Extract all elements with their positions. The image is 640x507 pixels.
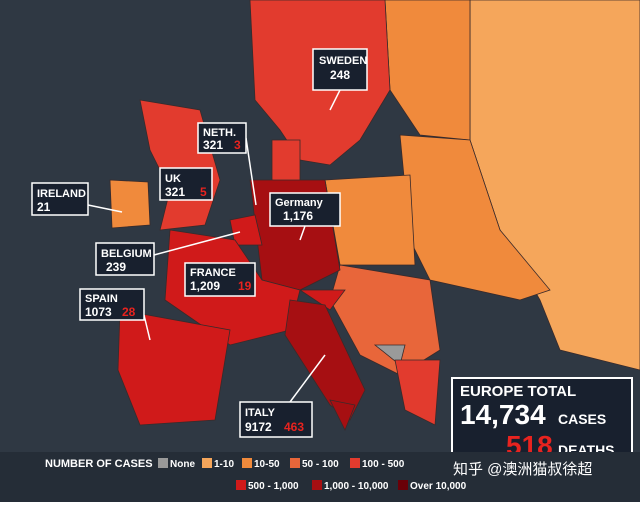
country-name: SWEDEN [319, 55, 367, 67]
legend-swatch [398, 480, 408, 490]
total-title: EUROPE TOTAL [460, 383, 576, 400]
callout-box [269, 192, 341, 227]
legend-label: Over 10,000 [410, 481, 467, 492]
legend-swatch [158, 458, 168, 468]
country-name: ITALY [245, 407, 276, 419]
cases-label: CASES [558, 411, 606, 427]
cases: 1,176 [283, 209, 313, 223]
legend: None 1-10 10-50 50 - 100 100 - 500 500 - 1,00… [158, 458, 467, 492]
country-name: Germany [275, 197, 324, 209]
country-name: UK [165, 173, 181, 185]
country-name: BELGIUM [101, 248, 152, 260]
legend-swatch [242, 458, 252, 468]
legend-bg [0, 452, 640, 502]
cases: 321 [203, 138, 223, 152]
callout-box [159, 167, 213, 201]
legend-swatch [350, 458, 360, 468]
country-name: SPAIN [85, 293, 118, 305]
total-cases: 14,734 [460, 399, 546, 430]
cases: 9172 [245, 420, 272, 434]
cases: 21 [37, 200, 51, 214]
deaths: 28 [122, 305, 136, 319]
deaths: 5 [200, 185, 207, 199]
total-box [451, 377, 633, 463]
legend-swatch [312, 480, 322, 490]
countries [109, 0, 640, 431]
legend-swatch [290, 458, 300, 468]
cases: 248 [330, 68, 350, 82]
callout-box [197, 122, 247, 154]
callout-box [95, 242, 155, 276]
legend-label: 500 - 1,000 [248, 481, 299, 492]
callout-box [31, 182, 89, 216]
legend-swatch [202, 458, 212, 468]
legend-label: 100 - 500 [362, 459, 405, 470]
callout-box [184, 262, 256, 297]
cases: 321 [165, 185, 185, 199]
country-name: IRELAND [37, 188, 86, 200]
country-name: FRANCE [190, 267, 236, 279]
legend-label: 50 - 100 [302, 459, 339, 470]
callouts: IRELAND 21 UK 321 5 NETH. 321 3 SWEDEN 2… [31, 48, 368, 438]
legend-label: None [170, 459, 195, 470]
callout-box [79, 288, 145, 321]
cases: 1073 [85, 305, 112, 319]
europe-total: EUROPE TOTAL 14,734 CASES 518 DEATHS [451, 377, 633, 463]
callout-box [312, 48, 368, 91]
legend-label: 1-10 [214, 459, 234, 470]
deaths: 19 [238, 279, 252, 293]
deaths: 3 [234, 138, 241, 152]
legend-label: 10-50 [254, 459, 280, 470]
deaths: 463 [284, 420, 304, 434]
watermark: 知乎 @澳洲猫叔徐超 [453, 461, 592, 478]
callout-box [239, 401, 313, 438]
legend-label: 1,000 - 10,000 [324, 481, 389, 492]
legend-title: NUMBER OF CASES [45, 458, 153, 470]
cases: 239 [106, 260, 126, 274]
country-name: NETH. [203, 127, 236, 139]
legend-swatch [236, 480, 246, 490]
cases: 1,209 [190, 279, 220, 293]
